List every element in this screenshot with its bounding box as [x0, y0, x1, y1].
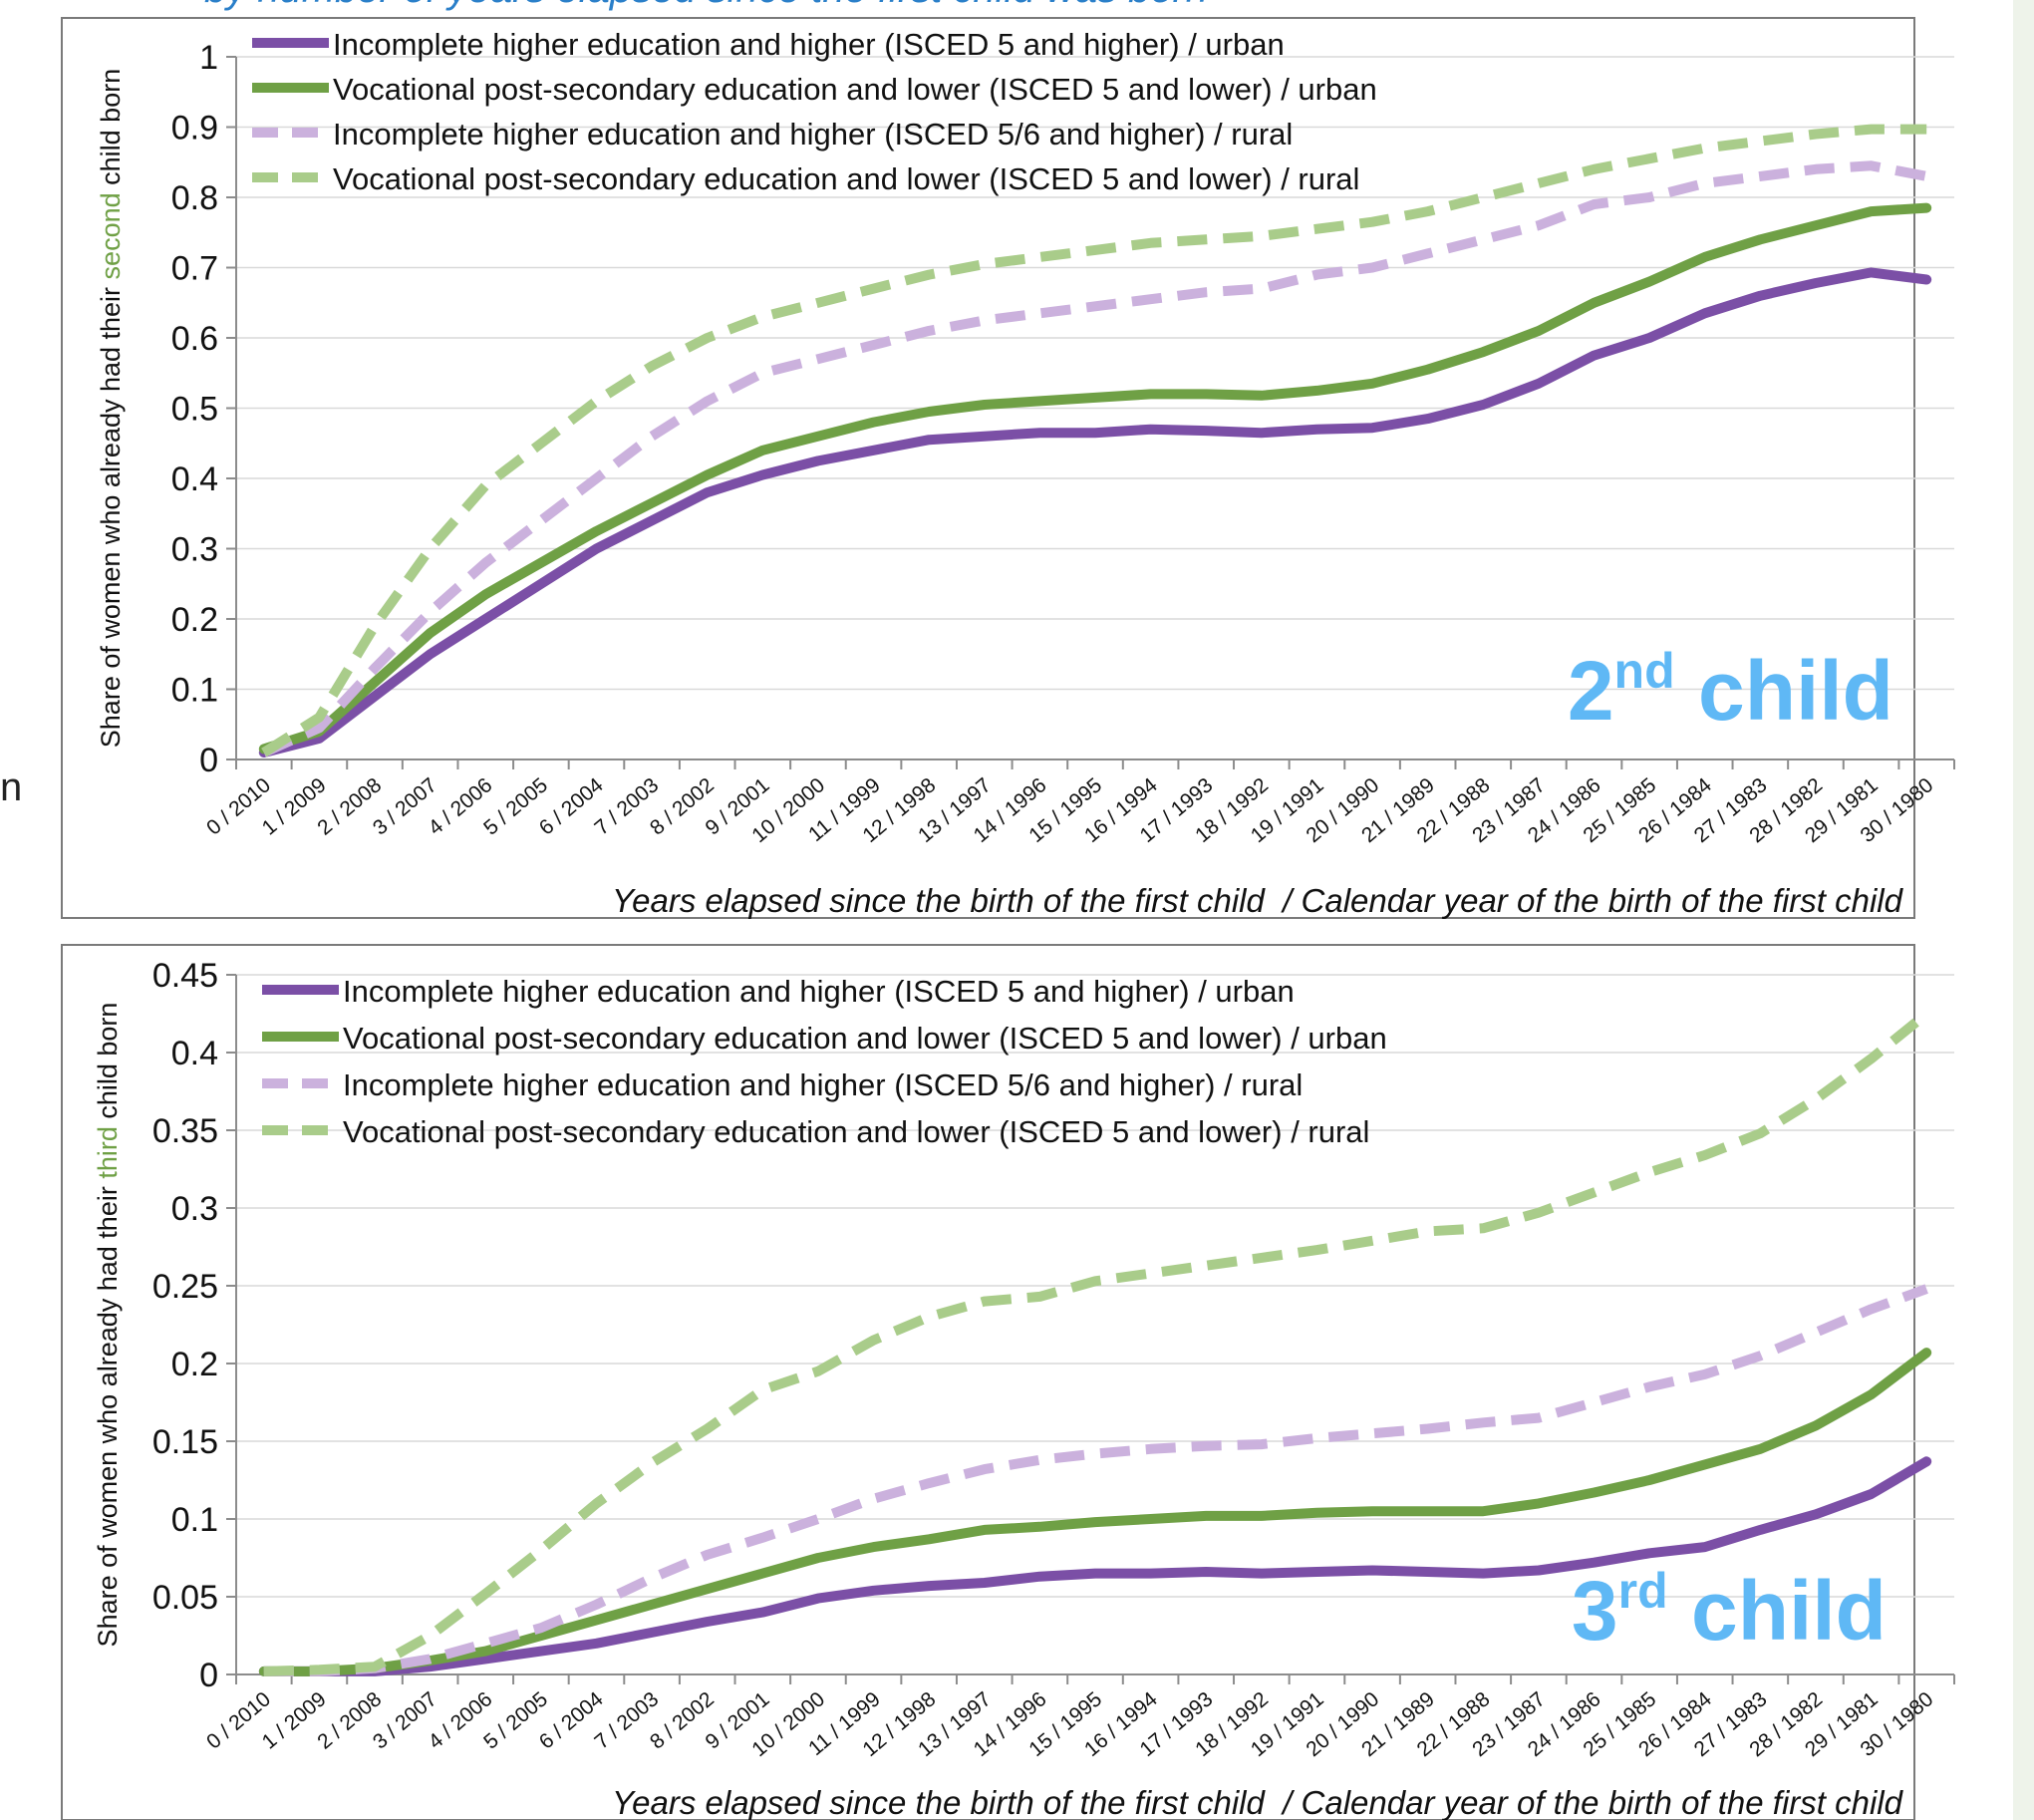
- y-tick-label: 0.5: [171, 391, 218, 429]
- y-tick-label: 0.2: [171, 601, 218, 639]
- legend-label-2: Vocational post-secondary education and …: [333, 72, 1377, 107]
- chart-frame: [61, 17, 1915, 919]
- legend-label-1: Incomplete higher education and higher (…: [343, 974, 1295, 1009]
- y-tick-label: 0.1: [171, 672, 218, 710]
- series-line-3: [263, 1284, 1928, 1676]
- y-tick-label: 0.25: [152, 1268, 218, 1306]
- x-axis-title: Years elapsed since the birth of the fir…: [612, 882, 1904, 919]
- series-line-4: [261, 124, 1927, 758]
- child-label-number: 3: [1572, 1564, 1618, 1658]
- y-tick-label: 0.15: [152, 1423, 218, 1461]
- y-axis-title-part: Share of women who already had their: [93, 1179, 123, 1648]
- child-label-word: child: [1675, 644, 1893, 738]
- series-line-2: [258, 202, 1932, 755]
- y-axis-title: Share of women who already had their sec…: [96, 69, 126, 748]
- chart-frame: [61, 944, 1915, 1820]
- x-axis-title: Years elapsed since the birth of the fir…: [612, 1784, 1904, 1820]
- child-label: 2nd child: [1568, 643, 1893, 738]
- chart-panel-third-child: 00.050.10.150.20.250.30.350.40.450 / 201…: [61, 944, 1955, 1820]
- child-label-number: 2: [1568, 644, 1614, 738]
- legend-label-4: Vocational post-secondary education and …: [333, 161, 1359, 196]
- legend-label-4: Vocational post-secondary education and …: [343, 1114, 1369, 1149]
- y-axis-title-highlight: third: [93, 1126, 123, 1179]
- legend-label-1: Incomplete higher education and higher (…: [333, 27, 1285, 62]
- y-axis-title-part: Share of women who already had their: [96, 279, 126, 748]
- series-line-1: [258, 267, 1932, 758]
- legend-label-2: Vocational post-secondary education and …: [343, 1021, 1387, 1056]
- child-label-suffix: rd: [1618, 1563, 1668, 1619]
- y-tick-label: 0.4: [171, 460, 218, 498]
- series-line-3: [261, 160, 1928, 758]
- y-axis-title: Share of women who already had their thi…: [93, 1003, 123, 1648]
- y-tick-label: 0.05: [152, 1579, 218, 1617]
- left-text-fragment: n: [0, 765, 22, 809]
- child-label: 3rd child: [1572, 1563, 1887, 1658]
- y-axis-title-highlight: second: [96, 192, 126, 279]
- y-tick-label: 0: [199, 1657, 218, 1694]
- series-line-2: [258, 1348, 1932, 1676]
- y-tick-label: 0.4: [171, 1035, 218, 1072]
- y-tick-label: 0.35: [152, 1112, 218, 1150]
- y-tick-label: 1: [199, 39, 218, 77]
- y-tick-label: 0.1: [171, 1501, 218, 1539]
- y-tick-label: 0.2: [171, 1346, 218, 1383]
- y-tick-label: 0.7: [171, 250, 218, 288]
- series-line-4: [263, 1010, 1930, 1676]
- y-axis-title-part: child born: [93, 1003, 123, 1127]
- subtitle-fragment: by number of years elapsed since the fir…: [204, 0, 1208, 11]
- y-tick-label: 0.45: [152, 957, 218, 995]
- child-label-word: child: [1668, 1564, 1887, 1658]
- child-label-suffix: nd: [1614, 643, 1675, 699]
- legend-label-3: Incomplete higher education and higher (…: [333, 117, 1293, 152]
- y-tick-label: 0.3: [171, 1190, 218, 1228]
- legend-label-3: Incomplete higher education and higher (…: [343, 1067, 1303, 1102]
- y-tick-label: 0.3: [171, 531, 218, 569]
- y-tick-label: 0.8: [171, 179, 218, 217]
- right-sidebar-strip: [2013, 0, 2034, 1820]
- y-tick-label: 0: [199, 742, 218, 779]
- series-line-1: [258, 1456, 1932, 1676]
- y-tick-label: 0.6: [171, 320, 218, 358]
- y-tick-label: 0.9: [171, 110, 218, 148]
- y-axis-title-part: child born: [96, 69, 126, 193]
